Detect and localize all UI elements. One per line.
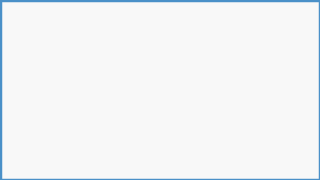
Text: $\mathsf{C_6H_{12}O_6 + O_2 \rightarrow}$: $\mathsf{C_6H_{12}O_6 + O_2 \rightarrow}…	[21, 72, 182, 96]
Text: $\mathsf{CO_2 + H_2O}$: $\mathsf{CO_2 + H_2O}$	[155, 122, 265, 146]
Text: How to Balance:: How to Balance:	[62, 19, 258, 42]
